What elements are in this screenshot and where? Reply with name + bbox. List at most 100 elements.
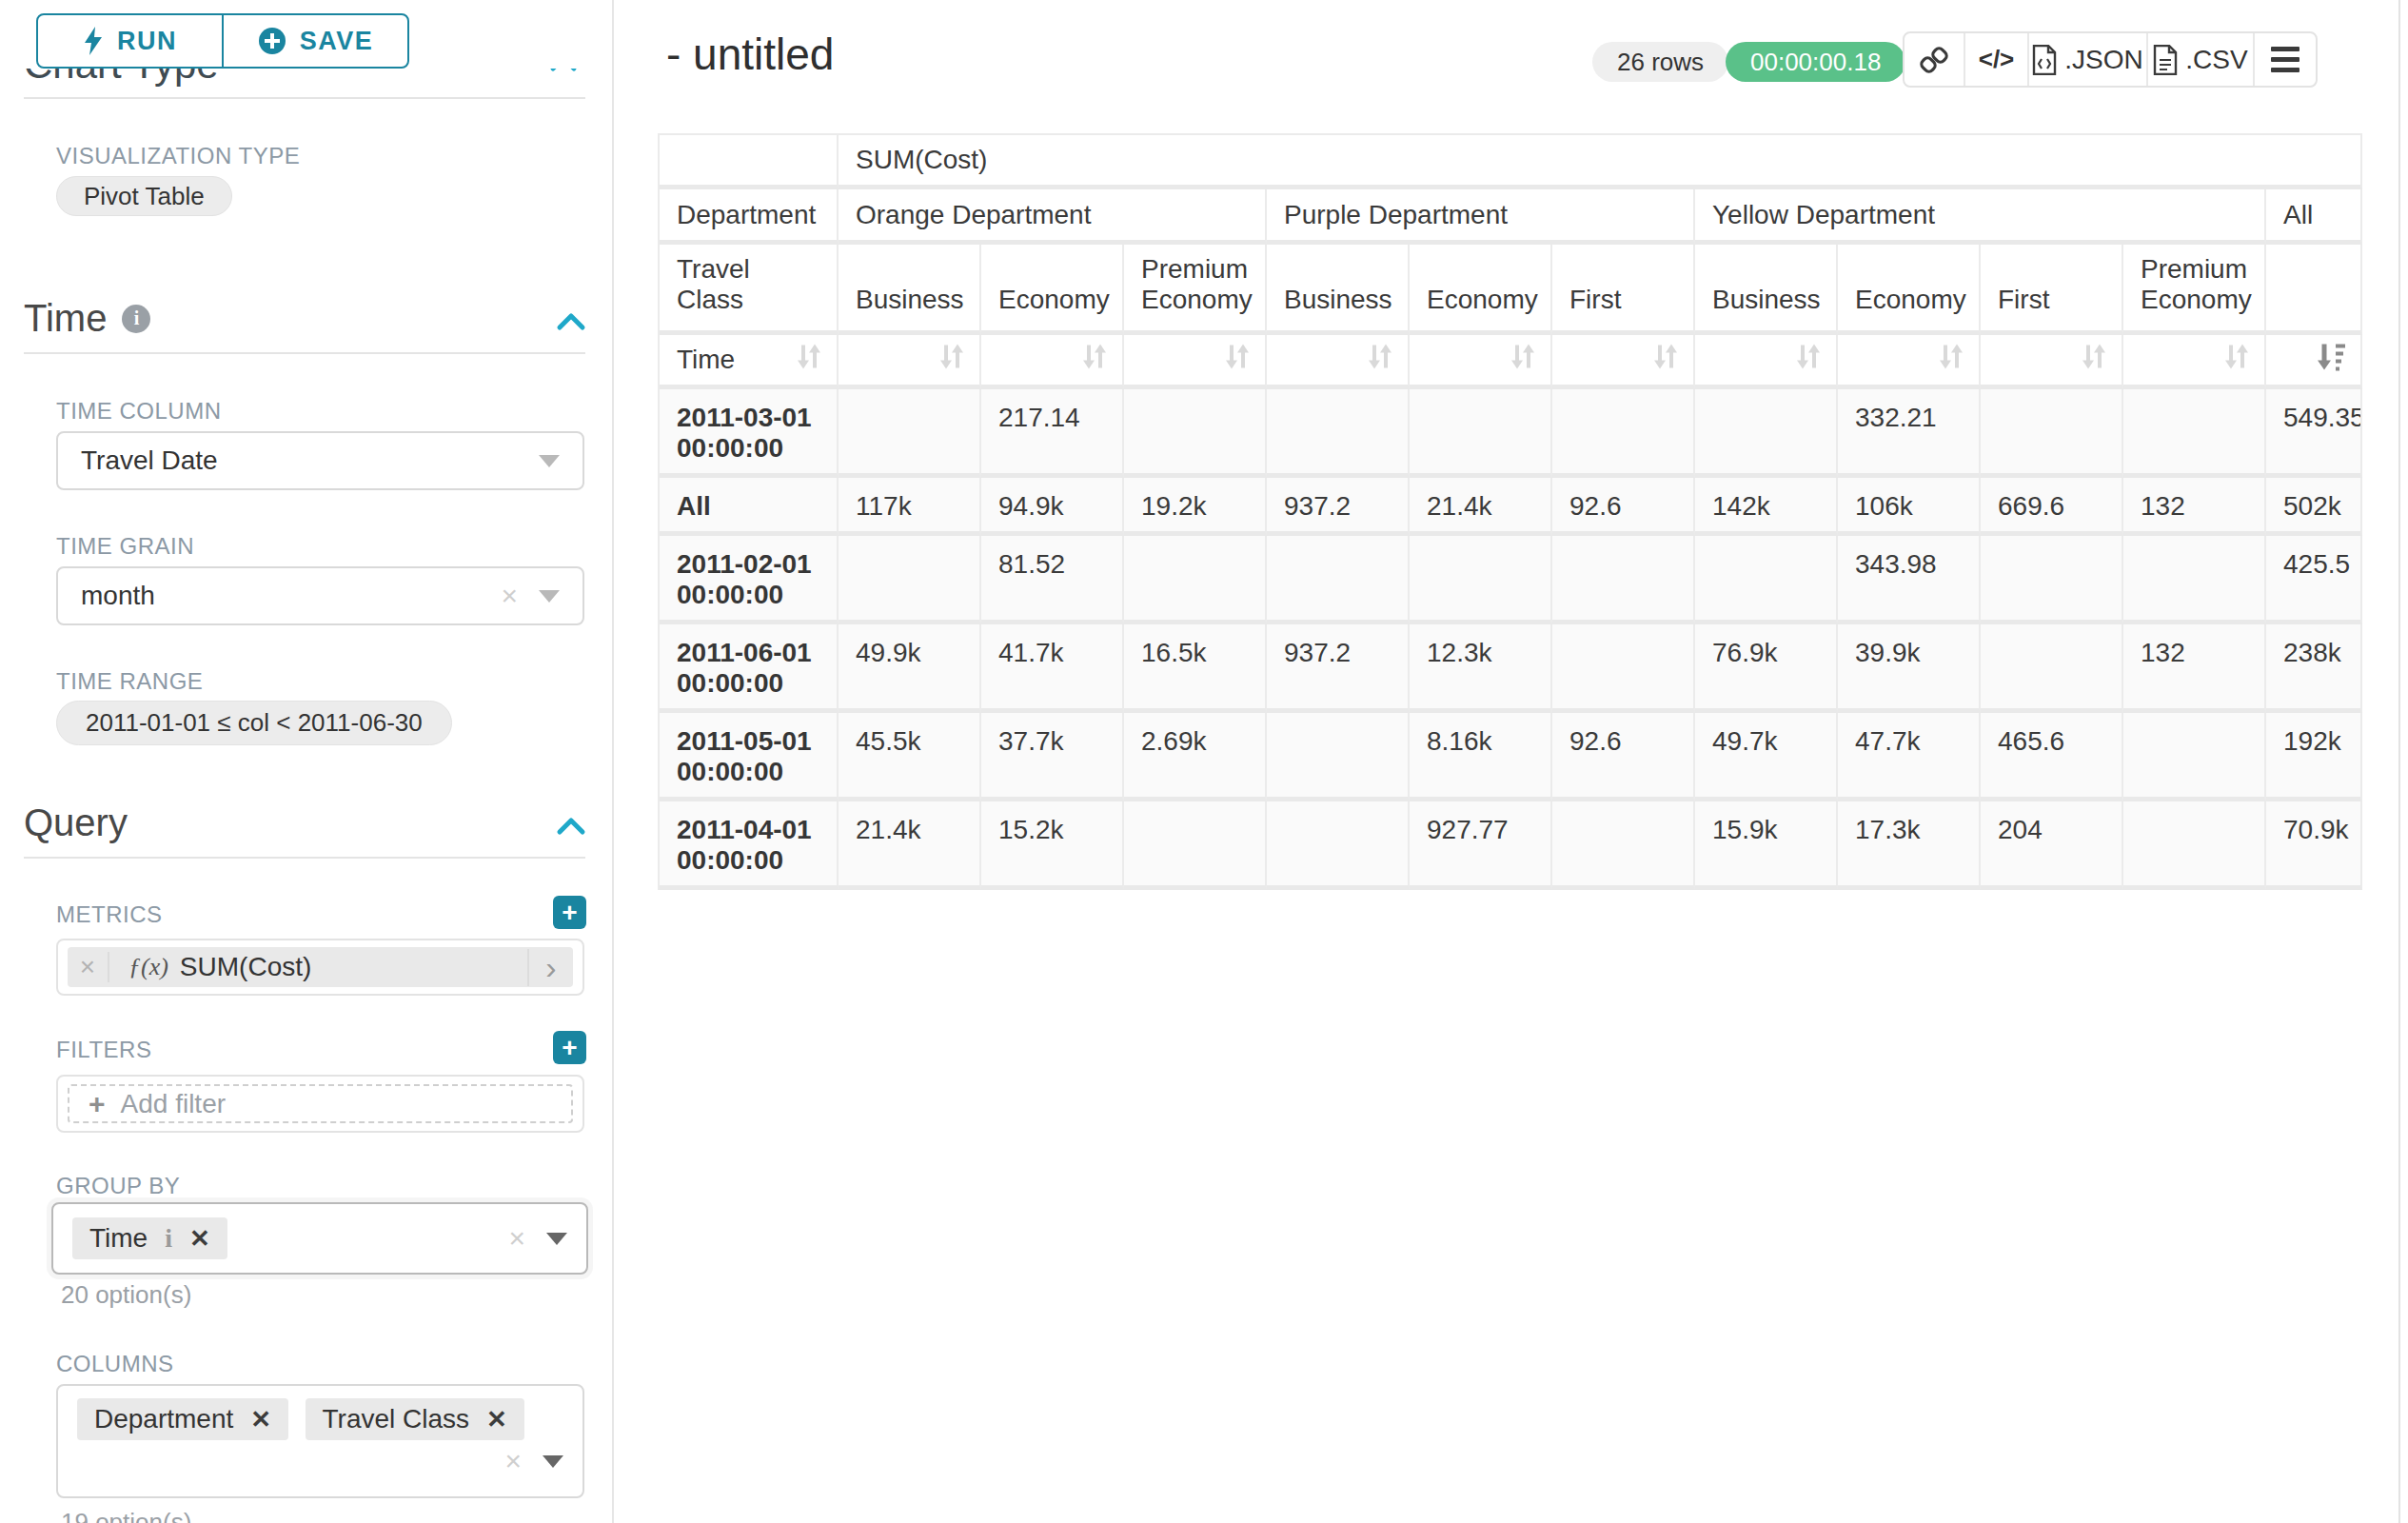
pivot-value-cell: 937.2 bbox=[1267, 624, 1410, 713]
metric-item[interactable]: × ƒ(x) SUM(Cost) › bbox=[68, 947, 573, 987]
pivot-metric-header: SUM(Cost) bbox=[839, 135, 2362, 189]
pivot-group-header: Purple Department bbox=[1267, 189, 1695, 245]
pivot-sort-column[interactable] bbox=[1981, 335, 2123, 389]
add-metric-button[interactable]: + bbox=[553, 896, 586, 929]
pivot-row-header: 2011-04-01 00:00:00 bbox=[660, 801, 839, 890]
pivot-column-header: Business bbox=[1267, 245, 1410, 335]
run-button[interactable]: RUN bbox=[36, 13, 223, 69]
sort-icon[interactable] bbox=[1366, 342, 1394, 379]
run-save-group: RUN SAVE bbox=[36, 13, 409, 69]
sort-icon[interactable] bbox=[1651, 342, 1680, 379]
time-collapse-icon[interactable] bbox=[556, 310, 586, 333]
pivot-sort-column[interactable] bbox=[1267, 335, 1410, 389]
metric-value: SUM(Cost) bbox=[180, 952, 311, 982]
pivot-sort-time[interactable]: Time bbox=[660, 335, 839, 389]
visualization-type-value[interactable]: Pivot Table bbox=[56, 176, 232, 216]
group-by-options-count: 20 option(s) bbox=[61, 1280, 191, 1310]
sort-icon[interactable] bbox=[1509, 342, 1537, 379]
add-filter-plus-button[interactable]: + bbox=[553, 1031, 586, 1064]
query-timer-badge: 00:00:00.18 bbox=[1726, 42, 1905, 82]
more-options-button[interactable] bbox=[2255, 33, 2316, 86]
function-icon: ƒ(x) bbox=[128, 953, 168, 981]
window-edge-divider bbox=[2398, 0, 2400, 1523]
pivot-sort-column[interactable] bbox=[1695, 335, 1838, 389]
clear-icon[interactable]: × bbox=[508, 1222, 525, 1255]
pivot-column-header: Premium Economy bbox=[2123, 245, 2266, 335]
columns-tag-travel-class[interactable]: Travel Class ✕ bbox=[306, 1398, 524, 1440]
pivot-data-row: 2011-02-01 00:00:0081.52343.98425.5 bbox=[660, 536, 2362, 624]
pivot-value-cell bbox=[839, 389, 981, 478]
pivot-value-cell: 117k bbox=[839, 478, 981, 536]
pivot-column-header: First bbox=[1981, 245, 2123, 335]
export-csv-button[interactable]: .CSV bbox=[2148, 33, 2255, 86]
sort-icon[interactable] bbox=[795, 342, 823, 379]
chevron-down-icon bbox=[543, 1455, 563, 1468]
pivot-value-cell: 425.5 bbox=[2266, 536, 2362, 624]
columns-select[interactable]: Department ✕ Travel Class ✕ × bbox=[56, 1384, 584, 1498]
sort-icon[interactable] bbox=[1080, 342, 1109, 379]
query-collapse-icon[interactable] bbox=[556, 815, 586, 838]
pivot-value-cell: 192k bbox=[2266, 713, 2362, 801]
group-by-select[interactable]: Time i ✕ × bbox=[51, 1202, 588, 1275]
pivot-sort-column[interactable] bbox=[839, 335, 981, 389]
sort-icon[interactable] bbox=[1937, 342, 1965, 379]
columns-tag-department[interactable]: Department ✕ bbox=[77, 1398, 288, 1440]
pivot-sort-column[interactable] bbox=[2123, 335, 2266, 389]
pivot-value-cell: 927.77 bbox=[1410, 801, 1552, 890]
pivot-value-cell: 49.7k bbox=[1695, 713, 1838, 801]
pivot-value-cell: 217.14 bbox=[981, 389, 1124, 478]
sort-icon[interactable] bbox=[1223, 342, 1252, 379]
pivot-sort-row: Time bbox=[660, 335, 2362, 389]
chart-title[interactable]: - untitled bbox=[666, 29, 834, 80]
remove-tag-icon[interactable]: ✕ bbox=[250, 1405, 271, 1434]
clear-icon[interactable]: × bbox=[501, 580, 518, 612]
pivot-sort-column[interactable] bbox=[1410, 335, 1552, 389]
pivot-sort-column[interactable] bbox=[2266, 335, 2362, 389]
metrics-label: METRICS bbox=[56, 901, 163, 928]
divider bbox=[24, 97, 585, 99]
pivot-value-cell bbox=[1981, 624, 2123, 713]
clear-icon[interactable]: × bbox=[504, 1445, 522, 1477]
pivot-row-header: All bbox=[660, 478, 839, 536]
remove-metric-icon[interactable]: × bbox=[68, 952, 109, 982]
sort-desc-active-icon[interactable] bbox=[2315, 342, 2347, 379]
group-by-tag-time[interactable]: Time i ✕ bbox=[72, 1217, 227, 1259]
time-column-select[interactable]: Travel Date bbox=[56, 431, 584, 490]
pivot-value-cell: 47.7k bbox=[1838, 713, 1981, 801]
chevron-right-icon[interactable]: › bbox=[527, 949, 573, 986]
save-button[interactable]: SAVE bbox=[223, 13, 409, 69]
pivot-value-cell: 669.6 bbox=[1981, 478, 2123, 536]
pivot-value-cell: 12.3k bbox=[1410, 624, 1552, 713]
time-section-heading[interactable]: Time i bbox=[24, 297, 150, 340]
time-range-value[interactable]: 2011-01-01 ≤ col < 2011-06-30 bbox=[56, 701, 452, 745]
time-grain-select[interactable]: month × bbox=[56, 566, 584, 625]
csv-file-icon bbox=[2153, 45, 2178, 75]
pivot-sort-column[interactable] bbox=[1124, 335, 1267, 389]
pivot-sort-column[interactable] bbox=[1838, 335, 1981, 389]
pivot-column-header: Economy bbox=[981, 245, 1124, 335]
pivot-value-cell bbox=[1981, 389, 2123, 478]
add-filter-button[interactable]: + Add filter bbox=[68, 1084, 573, 1123]
pivot-sort-column[interactable] bbox=[981, 335, 1124, 389]
pivot-value-cell bbox=[1981, 536, 2123, 624]
pivot-value-cell: 76.9k bbox=[1695, 624, 1838, 713]
query-section-heading[interactable]: Query bbox=[24, 801, 128, 844]
sort-icon[interactable] bbox=[1794, 342, 1823, 379]
pivot-sort-column[interactable] bbox=[1552, 335, 1695, 389]
remove-tag-icon[interactable]: ✕ bbox=[486, 1405, 507, 1434]
sort-icon[interactable] bbox=[938, 342, 966, 379]
hamburger-icon bbox=[2271, 47, 2299, 72]
copy-link-button[interactable] bbox=[1905, 33, 1965, 86]
sort-icon[interactable] bbox=[2222, 342, 2251, 379]
pivot-column-header: First bbox=[1552, 245, 1695, 335]
sort-icon[interactable] bbox=[2080, 342, 2108, 379]
embed-code-button[interactable]: </> bbox=[1965, 33, 2029, 86]
pivot-data-row: All117k94.9k19.2k937.221.4k92.6142k106k6… bbox=[660, 478, 2362, 536]
remove-tag-icon[interactable]: ✕ bbox=[189, 1224, 210, 1254]
pivot-value-cell bbox=[1267, 536, 1410, 624]
pivot-value-cell bbox=[1552, 536, 1695, 624]
pivot-value-cell: 2.69k bbox=[1124, 713, 1267, 801]
chevron-down-icon bbox=[546, 1233, 567, 1245]
export-json-button[interactable]: .JSON bbox=[2029, 33, 2148, 86]
pivot-column-header: Economy bbox=[1838, 245, 1981, 335]
